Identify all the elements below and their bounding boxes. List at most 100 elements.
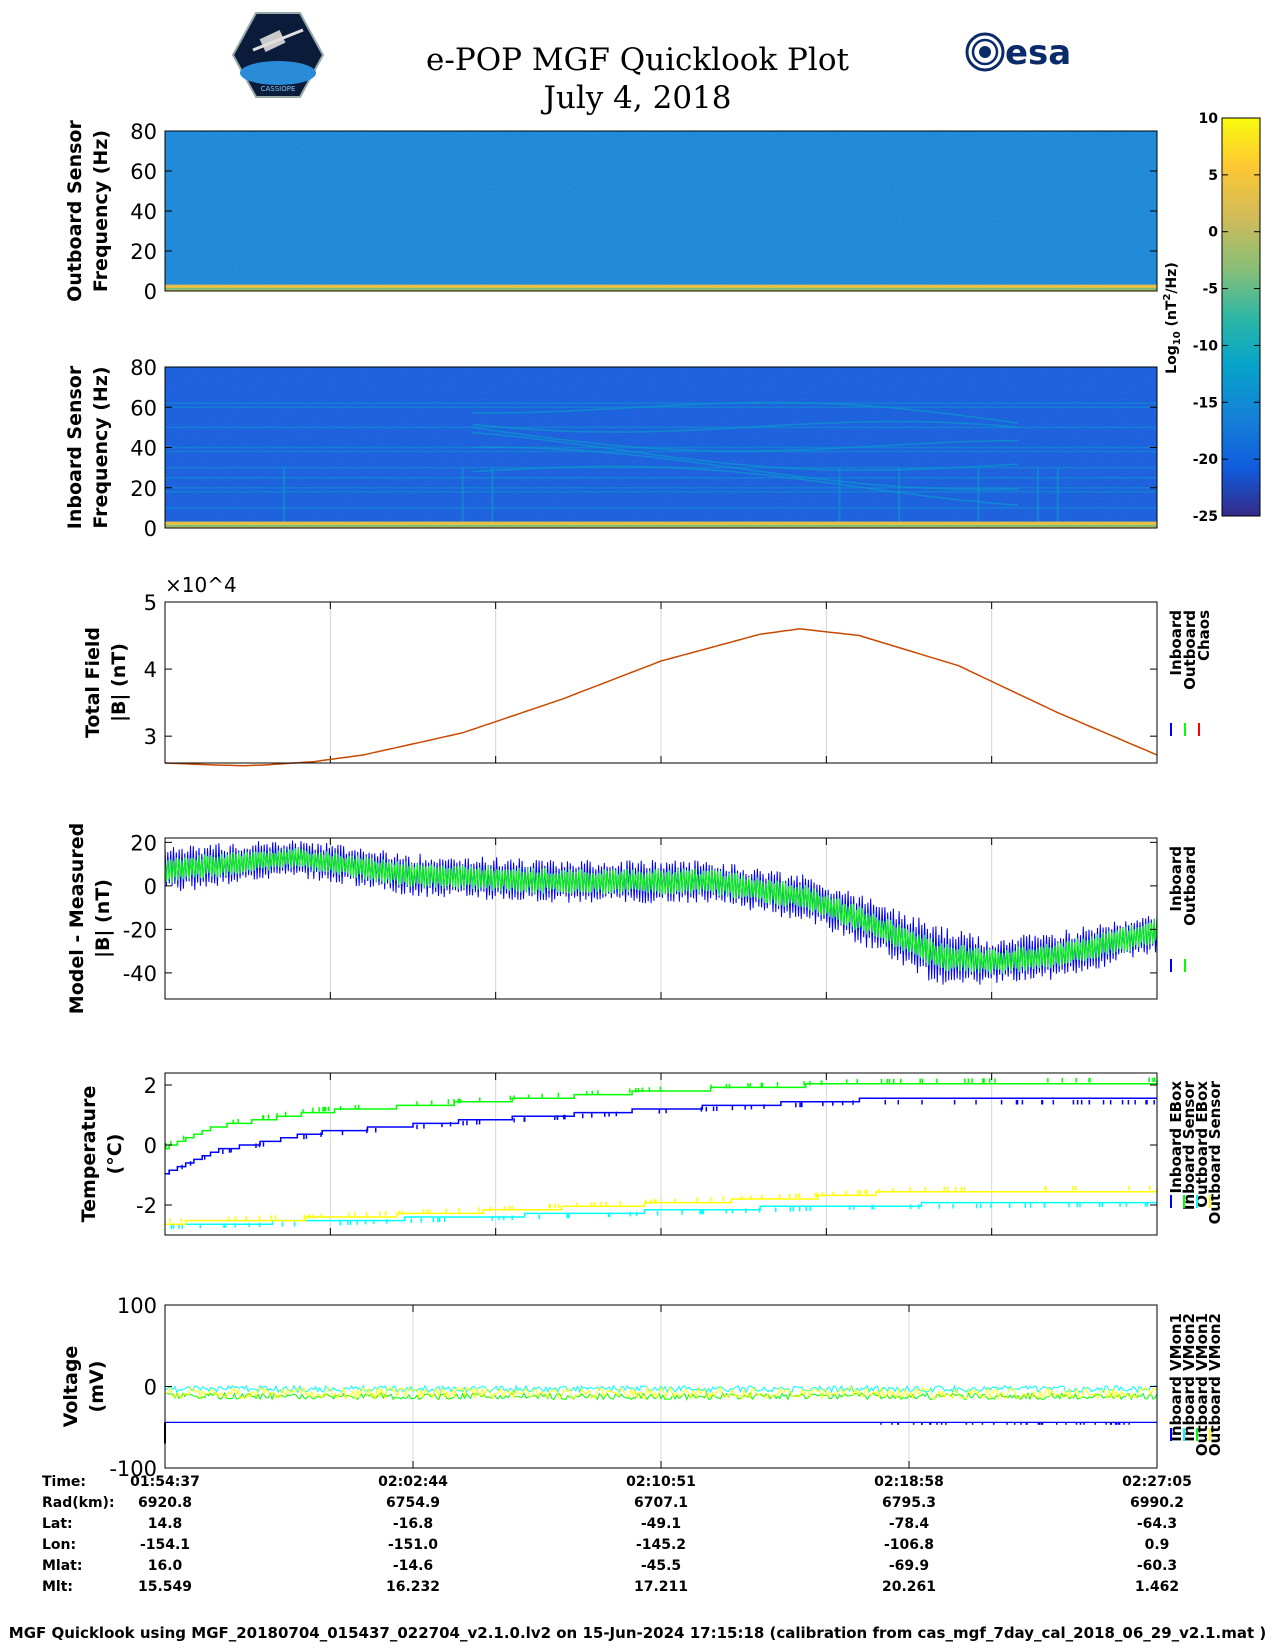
orbit-cell: 02:27:05 [1122,1474,1192,1490]
orbit-cell: 02:18:58 [874,1474,944,1490]
orbit-cell: 17.211 [633,1579,689,1595]
y-tick-label: 40 [130,200,157,224]
colorbar-tick-label: -5 [1202,282,1218,298]
legend-entry: Outboard [1181,846,1199,926]
orbit-row-label: Rad(km): [42,1495,115,1511]
legend-entry: Inboard VMon2 [1180,1313,1198,1442]
footer-note: MGF Quicklook using MGF_20180704_015437_… [8,1624,1267,1642]
outboard-spectrogram: 80 60 40 20 0 Outboard Sensor Frequency (Hz) [64,120,1158,304]
legend-entry: Outboard VMon2 [1206,1313,1224,1456]
voltage-plot: 100 0 -100 Voltage (mV) Inboard VMon1Inboard … [60,1294,1224,1481]
plot-frame [164,837,1158,1000]
page-title: e-POP MGF Quicklook Plot [426,42,849,78]
y-tick-label: 20 [130,477,157,501]
orbit-cell: -64.3 [1136,1516,1178,1532]
orbit-cell: -49.1 [640,1516,682,1532]
orbit-cell: -14.6 [392,1558,434,1574]
total-field-line [164,628,1158,767]
y-tick-label: 0 [144,1376,157,1400]
emission-trace [472,431,1019,472]
emission-trace [472,420,1019,433]
y-axis-label: Inboard Sensor Frequency (Hz) [64,365,112,529]
orbit-cell: -60.3 [1136,1558,1178,1574]
cassiope-logo: CASSIOPE [231,12,325,98]
y-tick-label: -2 [136,1194,157,1218]
legend-entry: Inboard Sensor [1180,1080,1198,1210]
y-tick-label: -20 [123,918,157,942]
y-axis-label: Temperature (°C) [78,1086,126,1223]
orbit-cell: 16.0 [147,1558,183,1574]
series-line [164,1385,1158,1401]
y-tick-label: -40 [123,962,157,986]
y-tick-label: 2 [144,1074,157,1098]
series-line-outboard [164,848,1158,975]
legend-entry: Chaos [1195,610,1213,661]
spectrogram-noise [165,131,1157,291]
colorbar-tick-label: -10 [1193,338,1219,354]
orbit-cell: -145.2 [635,1537,687,1553]
model-measured-plot: 20 0 -20 -40 Model - Measured |B| (nT) Inboard… [66,823,1199,1014]
svg-text:CASSIOPE: CASSIOPE [261,85,296,93]
y-tick-label: 3 [144,725,157,749]
series-line [165,1080,1158,1150]
series-line [165,1097,1157,1175]
y-tick-label: 0 [144,1134,157,1158]
orbit-cell: -78.4 [888,1516,930,1532]
y-tick-label: 40 [130,437,157,461]
low-frequency-band [165,284,1157,291]
emission-trace [472,426,1019,452]
esa-logo: esa [965,32,1071,73]
legend-entry: Inboard [1167,610,1185,676]
orbit-cell: 6920.8 [137,1495,193,1511]
orbit-cell: -16.8 [392,1516,434,1532]
orbit-row-label: Lon: [42,1537,77,1553]
emission-trace [472,446,1019,491]
svg-text:esa: esa [1005,33,1071,73]
y-tick-label: 20 [130,831,157,855]
low-frequency-band [165,521,1157,528]
colorbar-tick-label: -20 [1193,452,1219,468]
plot-frame [164,601,1158,764]
colorbar-tick-label: -15 [1193,395,1218,411]
orbit-cell: -106.8 [883,1537,935,1553]
y-tick-label: 80 [130,120,157,144]
series-line [164,1391,1158,1401]
total-field-plot: 5 4 3 ×10^4 Total Field |B| (nT) InboardOutboa… [82,573,1213,767]
y-tick-label: 0 [144,517,157,541]
orbit-cell: 14.8 [147,1516,183,1532]
colorbar: 10 5 0 -5 -10 -15 -20 -25 Log10 (nT2/Hz) [1162,111,1261,525]
y-tick-label: 60 [130,396,157,420]
y-tick-label: 5 [144,591,157,615]
orbit-cell: -154.1 [139,1537,191,1553]
emission-trace [472,465,1019,507]
y-axis-label: Voltage (mV) [60,1346,108,1428]
orbit-cell: 0.9 [1144,1537,1170,1553]
page-date: July 4, 2018 [543,80,732,116]
y-tick-label: 60 [130,160,157,184]
orbit-cell: 6754.9 [385,1495,441,1511]
colorbar-tick-label: -25 [1193,509,1218,525]
emission-trace [472,401,1019,424]
y-tick-label: 80 [130,356,157,380]
orbit-row-label: Lat: [42,1516,73,1532]
y-axis-label: Outboard Sensor Frequency (Hz) [64,120,112,302]
colorbar-tick-label: 5 [1208,168,1218,184]
legend-entry: Outboard EBox [1193,1081,1211,1208]
y-axis-label: Model - Measured |B| (nT) [66,823,114,1014]
orbit-cell: 6707.1 [633,1495,689,1511]
legend-entry: Inboard [1167,846,1185,912]
legend-entry: Outboard [1181,610,1199,690]
y-tick-label: 0 [144,280,157,304]
orbit-cell: 6795.3 [881,1495,937,1511]
inboard-spectrogram: 80 60 40 20 0 Inboard Sensor Frequency (Hz) [64,356,1158,541]
orbit-cell: -69.9 [888,1558,930,1574]
series-line [165,1188,1158,1225]
orbit-cell: -45.5 [640,1558,682,1574]
y-axis-label: Total Field |B| (nT) [82,627,130,738]
orbit-cell: 01:54:37 [130,1474,200,1490]
colorbar-tick-label: 0 [1208,225,1218,241]
orbit-cell: 02:10:51 [626,1474,696,1490]
orbit-cell: -151.0 [387,1537,439,1553]
